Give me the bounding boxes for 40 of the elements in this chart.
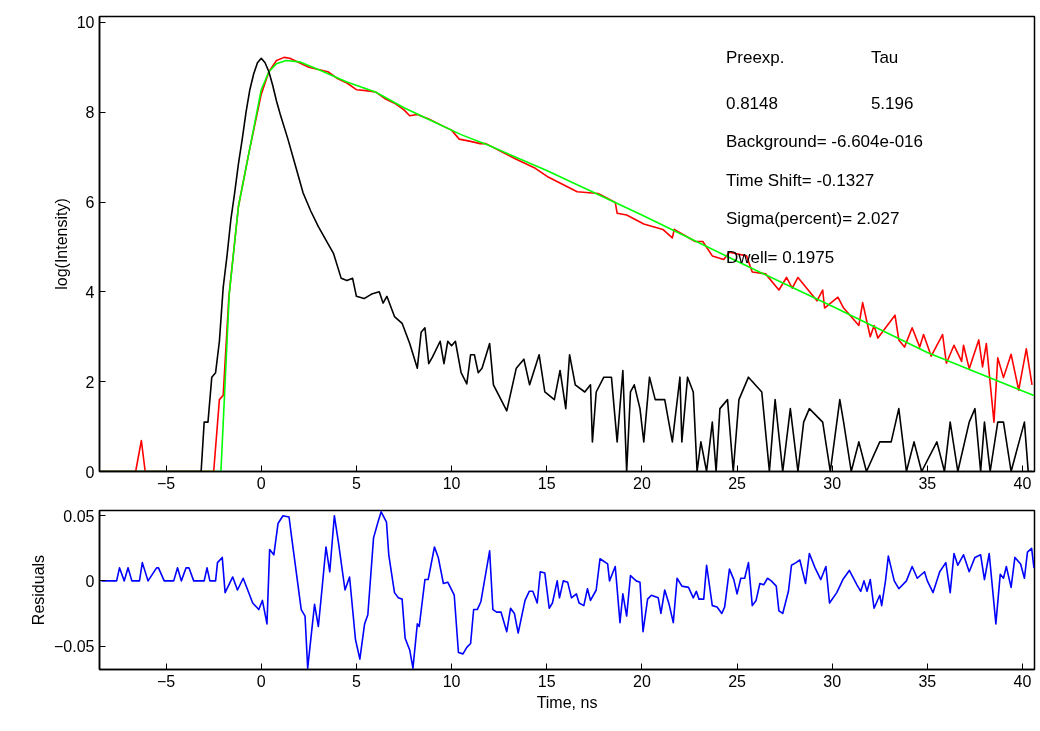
x-tick-label: 40 — [1013, 672, 1032, 690]
x-tick-label: 35 — [918, 474, 937, 492]
x-tick-label: 40 — [1013, 474, 1032, 492]
x-tick-label: 30 — [823, 672, 842, 690]
annotation: Sigma(percent)= 2.027 — [725, 209, 900, 229]
annotation: Preexp. — [725, 47, 785, 67]
y-axis-title: Residuals — [30, 554, 48, 626]
y-axis-title: log(Intensity) — [52, 198, 70, 290]
annotation: Time Shift= -0.1327 — [725, 170, 875, 190]
annotation: 5.196 — [870, 93, 914, 113]
x-tick-label: 20 — [632, 474, 651, 492]
annotation: Tau — [870, 47, 899, 67]
y-tick-label: 10 — [76, 14, 95, 32]
y-tick-label: 6 — [85, 194, 95, 211]
x-tick-label: 30 — [823, 474, 842, 492]
annotation: Background= -6.604e-016 — [725, 132, 924, 152]
x-tick-label: 20 — [632, 672, 651, 690]
x-tick-label: −5 — [156, 672, 176, 690]
x-tick-label: 25 — [728, 672, 747, 690]
x-tick-label: 0 — [256, 474, 266, 492]
y-tick-label: 2 — [85, 373, 95, 391]
x-tick-label: 5 — [351, 474, 361, 492]
x-axis-title: Time, ns — [536, 693, 598, 711]
y-tick-label: 8 — [85, 104, 95, 122]
x-tick-label: 10 — [442, 672, 461, 690]
y-tick-label: 0 — [85, 463, 95, 481]
y-tick-label: −0.05 — [54, 638, 95, 656]
x-tick-label: 5 — [351, 672, 361, 690]
annotation: 0.8148 — [725, 93, 778, 113]
x-tick-label: 35 — [918, 672, 937, 690]
x-tick-label: 0 — [256, 672, 266, 690]
x-tick-label: 15 — [537, 672, 556, 690]
x-tick-label: 25 — [728, 474, 747, 492]
y-tick-label: 4 — [85, 283, 95, 301]
x-tick-label: 10 — [442, 474, 461, 492]
y-tick-label: 0.05 — [63, 507, 95, 525]
x-tick-label: 15 — [537, 474, 556, 492]
y-tick-label: 0 — [85, 572, 95, 590]
x-tick-label: −5 — [156, 474, 176, 492]
line-series — [100, 511, 1035, 669]
